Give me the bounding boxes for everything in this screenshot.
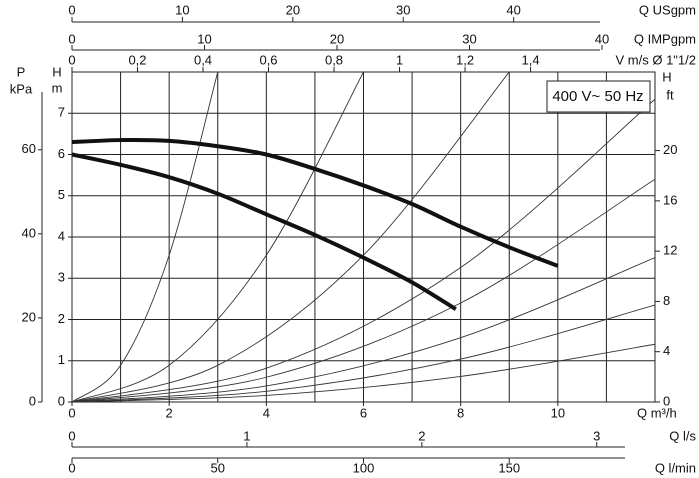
right-tick-label: 12: [663, 243, 677, 258]
top-tick-label: 1,2: [456, 52, 474, 67]
top-tick-label: 10: [197, 31, 211, 46]
x-tick-label: 4: [263, 405, 270, 420]
bottom-tick-label: 100: [353, 460, 375, 475]
top-tick-label: 1: [396, 52, 403, 67]
right-tick-label: 16: [663, 192, 677, 207]
top-tick-label: 10: [175, 2, 189, 17]
bottom-tick-label: 0: [68, 428, 75, 443]
right-tick-label: 0: [663, 393, 670, 408]
bottom-tick-label: 2: [418, 428, 425, 443]
system-curves: [72, 72, 655, 402]
y-tick-label: 6: [58, 146, 65, 161]
system-curve: [72, 72, 219, 402]
annotation: 400 V~ 50 Hz: [552, 88, 643, 105]
left-axis-unit: kPa: [10, 81, 33, 96]
top-tick-label: 0: [68, 2, 75, 17]
top-tick-label: 0,4: [194, 52, 212, 67]
y-tick-label: 1: [58, 352, 65, 367]
top-tick-label: 40: [595, 31, 609, 46]
system-curve: [72, 257, 655, 402]
y-tick-label: 3: [58, 270, 65, 285]
bottom-tick-label: 50: [211, 460, 225, 475]
top-tick-label: 20: [330, 31, 344, 46]
top-tick-label: 30: [462, 31, 476, 46]
y-axis-title: H: [52, 64, 61, 79]
left-tick-label: 40: [22, 225, 36, 240]
top-axis-title: Q USgpm: [639, 2, 696, 17]
bottom-axis-title: Q l/min: [655, 460, 696, 475]
y-tick-label: 0: [58, 393, 65, 408]
top-tick-label: 0: [68, 31, 75, 46]
y-tick-label: 7: [58, 105, 65, 120]
y-tick-label: 5: [58, 187, 65, 202]
annotation-box: [546, 80, 651, 113]
top-tick-label: 30: [396, 2, 410, 17]
bottom-tick-label: 150: [498, 460, 520, 475]
system-curve: [72, 343, 655, 402]
left-tick-label: 60: [22, 141, 36, 156]
right-axis-title: H: [662, 69, 671, 84]
right-axis-unit: ft: [666, 87, 674, 102]
x-tick-label: 2: [166, 405, 173, 420]
bottom-tick-label: 1: [243, 428, 250, 443]
y-tick-label: 4: [58, 228, 65, 243]
system-curve: [72, 178, 655, 402]
right-tick-label: 20: [663, 142, 677, 157]
left-tick-label: 0: [29, 393, 36, 408]
top-tick-label: 1,4: [522, 52, 540, 67]
x-axis-title: Q m³/h: [637, 405, 677, 420]
top-tick-label: 0: [68, 52, 75, 67]
bottom-tick-label: 0: [68, 460, 75, 475]
top-tick-label: 40: [506, 2, 520, 17]
pump-curve: [71, 152, 457, 311]
top-axis-title: Q IMPgpm: [634, 31, 696, 46]
bottom-tick-label: 3: [593, 428, 600, 443]
right-tick-label: 8: [663, 293, 670, 308]
top-tick-label: 0,2: [128, 52, 146, 67]
bottom-axis-title: Q l/s: [669, 428, 696, 443]
top-tick-label: 20: [286, 2, 300, 17]
x-tick-label: 10: [551, 405, 565, 420]
system-curve: [72, 72, 364, 402]
x-tick-label: 6: [360, 405, 367, 420]
y-tick-label: 2: [58, 311, 65, 326]
left-axis-title: P: [17, 64, 26, 79]
right-tick-label: 4: [663, 343, 670, 358]
x-tick-label: 8: [457, 405, 464, 420]
system-curve: [72, 72, 510, 402]
left-tick-label: 20: [22, 309, 36, 324]
top-tick-label: 0,8: [325, 52, 343, 67]
top-tick-label: 0,6: [259, 52, 277, 67]
y-axis-unit: m: [52, 80, 63, 95]
x-tick-label: 0: [68, 405, 75, 420]
system-curve: [72, 304, 655, 402]
pump-curve: [71, 137, 559, 268]
top-axis-title: V m/s Ø 1"1/2: [616, 52, 696, 67]
system-curve: [72, 98, 655, 402]
